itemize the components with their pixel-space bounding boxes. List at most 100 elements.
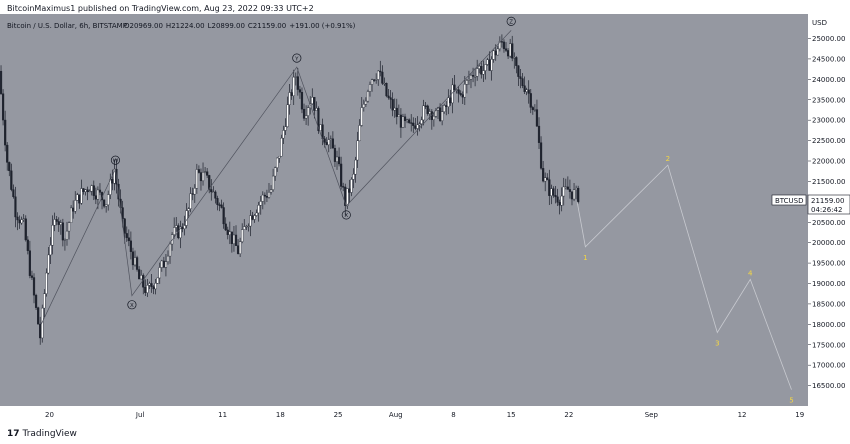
wave-count-layer: W X Y X Z [40, 16, 516, 325]
candle-up [96, 189, 100, 200]
x-tick-label: 12 [738, 411, 747, 419]
candle-down [55, 219, 58, 222]
wave-label-x: X [344, 213, 348, 219]
candle-up [175, 225, 178, 228]
candle-down [26, 239, 29, 251]
candle-up [416, 124, 419, 129]
candles-layer [0, 34, 580, 345]
candle-up [255, 212, 258, 216]
candle-down [511, 43, 514, 59]
x-tick-label: Sep [645, 411, 659, 419]
candle-down [542, 168, 545, 182]
candle-up [154, 283, 157, 290]
candle-up [401, 116, 405, 128]
candle-down [399, 114, 403, 128]
candle-up [492, 50, 495, 60]
y-tick-label: 24000.00 [812, 76, 845, 84]
candle-up [148, 283, 151, 286]
candle-down [348, 188, 351, 193]
candle-up [560, 195, 563, 206]
candle-down [4, 119, 7, 146]
candle-down [102, 199, 106, 207]
candle-down [100, 192, 104, 201]
candle-up [195, 169, 198, 189]
tradingview-logo-icon: 17 [7, 429, 20, 439]
candle-down [222, 207, 225, 225]
candle-down [523, 85, 526, 92]
candle-up [282, 130, 285, 139]
candle-down [111, 178, 114, 184]
candle-up [59, 222, 62, 225]
candle-down [123, 218, 126, 234]
candle-up [164, 261, 168, 268]
candle-up [284, 126, 287, 131]
y-tick-label: 24500.00 [812, 55, 845, 63]
wave-label-circle [127, 300, 137, 310]
candle-up [564, 186, 567, 188]
candle-down [445, 105, 448, 107]
candle-up [45, 272, 48, 294]
candle-down [577, 187, 580, 203]
y-axis-currency: USD [812, 19, 827, 27]
time-axis-panel[interactable] [0, 406, 808, 424]
candle-up [329, 138, 332, 140]
candle-down [566, 186, 569, 190]
candle-down [125, 233, 128, 238]
candle-down [224, 223, 227, 231]
candle-up [53, 219, 56, 226]
candle-down [500, 41, 504, 43]
candle-down [236, 245, 240, 254]
candle-up [280, 137, 283, 157]
candle-up [245, 226, 248, 228]
candle-up [292, 76, 295, 96]
y-tick-label: 17500.00 [812, 341, 845, 349]
candle-up [294, 76, 297, 78]
candle-up [428, 111, 431, 114]
candle-up [509, 43, 512, 57]
candle-up [360, 107, 363, 126]
candle-down [300, 92, 304, 110]
price-tag-box [807, 194, 850, 215]
candle-up [362, 104, 365, 108]
wave-label-circle [506, 16, 516, 26]
candle-up [350, 179, 353, 193]
candle-up [575, 187, 578, 190]
y-tick-label: 17000.00 [812, 362, 845, 370]
candle-up [366, 91, 370, 102]
candle-down [531, 107, 534, 110]
candle-up [67, 222, 71, 232]
candle-up [146, 285, 149, 293]
symbol-price-tag[interactable]: BTCUSD 21159.00 04:26:42 [771, 194, 850, 215]
candle-up [315, 108, 318, 111]
candle-up [156, 277, 159, 284]
candle-up [572, 189, 576, 200]
candle-down [471, 75, 475, 77]
x-tick-label: 25 [334, 411, 343, 419]
candle-up [346, 188, 349, 206]
candle-down [449, 97, 452, 104]
candle-down [12, 189, 15, 198]
candle-down [226, 229, 229, 235]
candle-up [63, 239, 67, 241]
candle-down [570, 191, 574, 200]
candle-up [447, 97, 450, 107]
tradingview-logo-text: TradingView [22, 429, 77, 439]
x-tick-label: 18 [276, 411, 285, 419]
candle-up [443, 105, 446, 112]
candle-up [478, 66, 481, 69]
candle-up [133, 257, 137, 266]
tradingview-footer[interactable]: 17 TradingView [7, 429, 77, 439]
open-value: 20969.00 [130, 22, 163, 30]
change-value: +191.00 (+0.91%) [289, 22, 355, 30]
candle-up [168, 243, 172, 257]
candle-up [183, 225, 186, 229]
candle-up [76, 194, 79, 201]
candle-down [438, 107, 442, 121]
candle-up [496, 48, 499, 56]
candle-down [263, 194, 266, 197]
candle-up [80, 188, 83, 204]
candle-down [14, 196, 17, 218]
candle-up [550, 188, 553, 196]
y-tick-label: 19500.00 [812, 260, 845, 268]
